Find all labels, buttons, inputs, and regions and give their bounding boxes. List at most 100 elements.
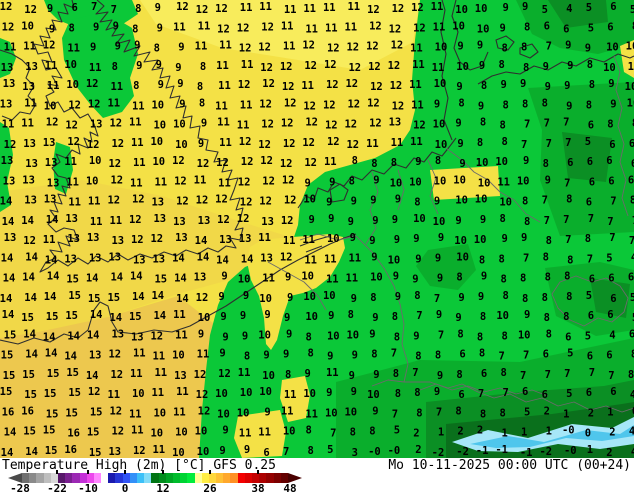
temp-value: 12 — [111, 426, 124, 438]
temp-value: 4 — [631, 446, 634, 458]
temp-value: 14 — [197, 251, 210, 263]
temp-value: 9 — [179, 98, 185, 110]
temp-value: 7 — [392, 409, 398, 421]
temp-value: 14 — [3, 273, 16, 285]
temp-value: 2 — [457, 426, 463, 438]
temp-value: 13 — [0, 98, 12, 110]
temp-value: 7 — [438, 329, 444, 341]
temp-value: 9 — [501, 79, 507, 91]
temp-value: 11 — [219, 40, 232, 52]
temp-value: 10 — [517, 175, 530, 187]
temp-value: -2 — [456, 446, 469, 458]
temp-value: 9 — [177, 78, 183, 90]
temp-value: 15 — [46, 409, 59, 421]
temp-value: 0 — [585, 428, 591, 440]
temp-value: 14 — [24, 292, 37, 304]
temp-value: 15 — [87, 427, 100, 439]
yellow-wedge-east-edge — [620, 40, 634, 78]
temp-value: 9 — [415, 253, 421, 265]
temp-value: 11 — [198, 20, 211, 32]
temp-value: 2 — [477, 425, 483, 437]
temp-value: 14 — [174, 273, 187, 285]
temp-value: 14 — [86, 273, 99, 285]
temp-value: 10 — [495, 156, 508, 168]
temp-value: 7 — [565, 137, 571, 149]
temp-value: 2 — [609, 427, 615, 439]
temp-value: 12 — [196, 195, 209, 207]
colorbar-segment — [266, 473, 274, 483]
temp-value: 11 — [47, 80, 60, 92]
temp-value: 11 — [64, 156, 77, 168]
coast-ireland-northeast — [0, 49, 37, 121]
temp-value: 9 — [565, 40, 571, 52]
temp-value: 15 — [65, 408, 78, 420]
temp-value: 13 — [219, 234, 232, 246]
temp-value: 7 — [283, 446, 289, 458]
temp-value: 13 — [108, 251, 121, 263]
temp-value: 12 — [392, 100, 405, 112]
temp-value: 9 — [328, 213, 334, 225]
temp-value: 12 — [260, 62, 273, 74]
temp-value: 12 — [194, 369, 207, 381]
temp-value: 6 — [481, 368, 487, 380]
legend-datetime: Mo 10-11-2025 00:00 UTC (00+24) — [388, 458, 631, 473]
border-nl-de — [365, 171, 379, 245]
temp-value: 8 — [370, 292, 376, 304]
border-fr-de-rhine — [355, 235, 409, 383]
temp-value: 12 — [217, 23, 230, 35]
temp-value: 11 — [433, 21, 446, 33]
colorbar-segment — [180, 473, 188, 483]
temp-value: 13 — [111, 328, 124, 340]
coast-jutland-east — [451, 0, 489, 71]
temp-value: 12 — [108, 158, 121, 170]
temp-value: 10 — [153, 120, 166, 132]
temp-value: 13 — [174, 370, 187, 382]
temp-value: 8 — [566, 194, 572, 206]
temp-value: 10 — [499, 197, 512, 209]
temp-value: 12 — [215, 194, 228, 206]
temp-value: 10 — [434, 78, 447, 90]
temp-value: 5 — [524, 407, 530, 419]
temp-value: 10 — [259, 386, 272, 398]
temp-value: 8 — [523, 62, 529, 74]
temp-value: 10 — [195, 426, 208, 438]
temp-value: 8 — [564, 271, 570, 283]
colorbar-tick — [87, 470, 89, 474]
temp-value: 12 — [46, 117, 59, 129]
temp-value: 14 — [87, 329, 100, 341]
temp-value: 11 — [107, 389, 120, 401]
temp-value: 12 — [88, 386, 101, 398]
temp-value: 15 — [43, 425, 56, 437]
temp-value: 14 — [130, 271, 143, 283]
temp-value: 10 — [301, 271, 314, 283]
temp-value: 8 — [520, 273, 526, 285]
temp-value: 5 — [586, 290, 592, 302]
temp-value: 12 — [262, 78, 275, 90]
temp-value: 12 — [132, 194, 145, 206]
temp-value: 11 — [130, 368, 143, 380]
colorbar-segment — [273, 473, 281, 483]
temp-value: 6 — [607, 309, 613, 321]
temp-value: 2 — [606, 447, 612, 458]
temp-value: 8 — [416, 408, 422, 420]
temp-value: 4 — [630, 389, 634, 401]
temp-value: 12 — [413, 22, 426, 34]
temp-value: 9 — [157, 22, 163, 34]
temp-value: 9 — [566, 100, 572, 112]
legend-text-row: Temperature High (2m) [°C] GFS 0.25 Mo 1… — [0, 458, 634, 473]
colorbar-label: 26 — [203, 482, 217, 495]
temp-value: 2 — [588, 408, 594, 420]
temp-value: 13 — [4, 232, 17, 244]
temp-value: 13 — [25, 158, 38, 170]
temp-value: 8 — [479, 348, 485, 360]
temp-value: 9 — [436, 309, 442, 321]
temp-value: 7 — [632, 215, 634, 227]
temp-value: 6 — [72, 2, 78, 14]
yellow-hole-nefrance — [247, 234, 345, 350]
temp-value: 7 — [520, 370, 526, 382]
temp-value: 12 — [129, 214, 142, 226]
temp-value: 9 — [93, 21, 99, 33]
temp-value: 9 — [455, 118, 461, 130]
temp-value: 11 — [283, 41, 296, 53]
temp-value: 9 — [413, 233, 419, 245]
